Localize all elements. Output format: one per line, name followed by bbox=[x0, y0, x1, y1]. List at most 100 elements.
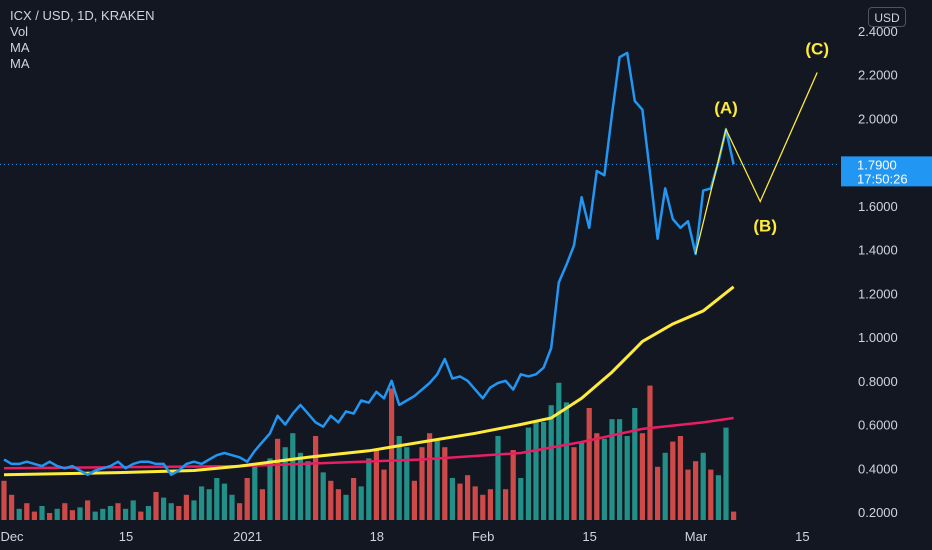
volume-bar bbox=[85, 500, 91, 520]
volume-bar bbox=[130, 500, 136, 520]
volume-bar bbox=[579, 441, 585, 520]
volume-bar bbox=[465, 475, 471, 520]
volume-bar bbox=[442, 447, 448, 520]
volume-bar bbox=[229, 494, 235, 520]
volume-bar bbox=[472, 486, 478, 520]
volume-bar bbox=[647, 385, 653, 520]
volume-bar bbox=[571, 447, 577, 520]
volume-bar bbox=[434, 438, 440, 520]
wave-label-a: (A) bbox=[714, 98, 738, 117]
volume-bar bbox=[700, 452, 706, 520]
y-tick-label: 2.2000 bbox=[858, 68, 898, 83]
ma-slow-line bbox=[3, 416, 734, 470]
x-tick-label: Dec bbox=[0, 529, 24, 544]
volume-bar bbox=[183, 494, 189, 520]
volume-bar bbox=[214, 478, 220, 520]
volume-bar bbox=[617, 419, 623, 520]
volume-bar bbox=[373, 450, 379, 520]
volume-bar bbox=[290, 433, 296, 520]
volume-bar bbox=[586, 408, 592, 520]
volume-bar bbox=[145, 506, 151, 520]
volume-bar bbox=[47, 513, 53, 520]
volume-bar bbox=[252, 466, 258, 520]
x-tick-label: 15 bbox=[795, 529, 809, 544]
volume-bar bbox=[396, 436, 402, 520]
volume-bar bbox=[31, 511, 37, 520]
volume-bar bbox=[563, 402, 569, 520]
volume-bar bbox=[556, 382, 562, 520]
volume-bar bbox=[708, 469, 714, 520]
legend-ma-1[interactable]: MA bbox=[10, 40, 30, 55]
ma-fast-line bbox=[3, 285, 735, 477]
volume-bar bbox=[221, 483, 227, 520]
ma-fast-path bbox=[3, 285, 735, 477]
x-tick-label: 18 bbox=[370, 529, 384, 544]
legend-ma-2[interactable]: MA bbox=[10, 56, 30, 71]
x-tick-label: Mar bbox=[685, 529, 708, 544]
volume-bar bbox=[495, 436, 501, 520]
volume-bar bbox=[457, 483, 463, 520]
volume-bar bbox=[24, 503, 30, 520]
volume-bar bbox=[16, 508, 22, 520]
symbol-title[interactable]: ICX / USD, 1D, KRAKEN bbox=[10, 8, 155, 23]
last-price-tag: 1.7900 17:50:26 bbox=[841, 156, 932, 187]
legend-vol[interactable]: Vol bbox=[10, 24, 29, 39]
volume-bar bbox=[389, 388, 395, 520]
volume-bar bbox=[275, 438, 281, 520]
wave-label-c: (C) bbox=[805, 40, 829, 59]
volume-bar bbox=[39, 506, 45, 520]
volume-bars bbox=[1, 382, 737, 520]
volume-bar bbox=[199, 486, 205, 520]
volume-bar bbox=[518, 478, 524, 520]
wave-path bbox=[694, 72, 818, 255]
volume-bar bbox=[267, 458, 273, 520]
volume-bar bbox=[601, 438, 607, 520]
volume-bar bbox=[503, 489, 509, 520]
volume-bar bbox=[107, 506, 113, 520]
chart-legend: ICX / USD, 1D, KRAKEN Vol MA MA bbox=[10, 8, 154, 72]
y-tick-label: 0.8000 bbox=[858, 374, 898, 389]
volume-bar bbox=[282, 447, 288, 520]
volume-bar bbox=[259, 489, 265, 520]
volume-bar bbox=[100, 508, 106, 520]
volume-bar bbox=[655, 466, 661, 520]
volume-bar bbox=[320, 472, 326, 520]
volume-bar bbox=[541, 422, 547, 520]
y-tick-label: 2.0000 bbox=[858, 111, 898, 126]
volume-bar bbox=[419, 447, 425, 520]
volume-bar bbox=[685, 469, 691, 520]
last-price-value: 1.7900 bbox=[857, 157, 897, 172]
volume-bar bbox=[1, 480, 7, 520]
y-tick-label: 1.2000 bbox=[858, 286, 898, 301]
volume-bar bbox=[609, 419, 615, 520]
volume-bar bbox=[62, 503, 68, 520]
volume-bar bbox=[313, 436, 319, 520]
volume-bar bbox=[731, 511, 737, 520]
volume-bar bbox=[297, 452, 303, 520]
ma-slow-path bbox=[3, 416, 734, 470]
wave-projection: (A) (B) (C) bbox=[694, 40, 829, 255]
y-tick-label: 2.4000 bbox=[858, 24, 898, 39]
x-tick-label: Feb bbox=[472, 529, 494, 544]
volume-bar bbox=[723, 427, 729, 520]
volume-bar bbox=[624, 436, 630, 520]
volume-bar bbox=[381, 469, 387, 520]
volume-bar bbox=[715, 475, 721, 520]
volume-bar bbox=[639, 433, 645, 520]
currency-button[interactable]: USD bbox=[868, 7, 906, 27]
volume-bar bbox=[693, 461, 699, 520]
volume-bar bbox=[670, 441, 676, 520]
volume-bar bbox=[358, 486, 364, 520]
volume-bar bbox=[343, 494, 349, 520]
volume-bar bbox=[351, 478, 357, 520]
volume-bar bbox=[153, 492, 159, 520]
volume-bar bbox=[69, 510, 75, 520]
volume-bar bbox=[480, 494, 486, 520]
volume-bar bbox=[677, 436, 683, 520]
y-tick-label: 1.0000 bbox=[858, 330, 898, 345]
volume-bar bbox=[427, 433, 433, 520]
volume-bar bbox=[115, 503, 121, 520]
y-tick-label: 1.4000 bbox=[858, 243, 898, 258]
y-tick-label: 0.4000 bbox=[858, 461, 898, 476]
